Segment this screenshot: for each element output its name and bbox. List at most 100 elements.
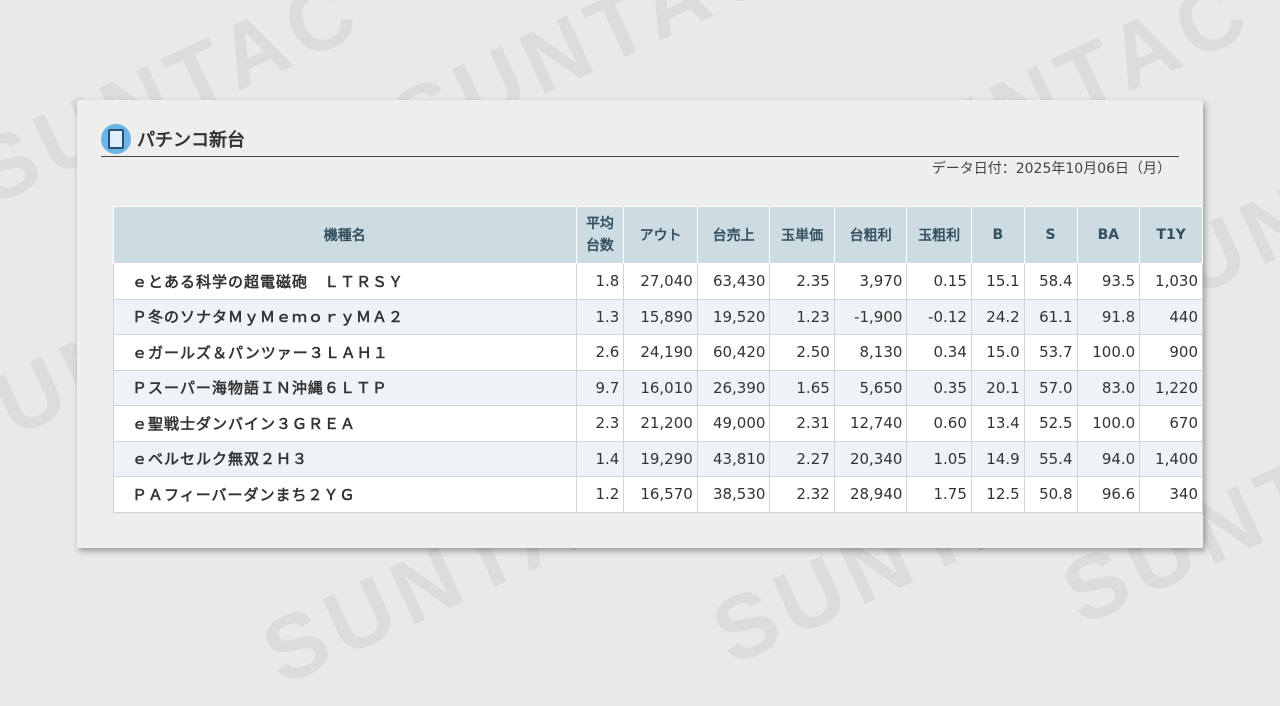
value-cell: 58.4 [1023,263,1078,300]
column-header[interactable]: T1Y [1139,206,1203,264]
value-cell: 16,570 [623,476,698,513]
column-header[interactable]: 玉単価 [769,206,835,264]
value-cell: 38,530 [696,476,771,513]
value-cell: 63,430 [696,263,771,300]
machine-name-cell[interactable]: ｅ聖戦士ダンバイン３ＧＲＥＡ [113,405,577,442]
value-cell: 0.60 [906,405,972,442]
value-cell: 1.75 [906,476,972,513]
value-cell: 1.8 [575,263,625,300]
value-cell: 28,940 [833,476,908,513]
value-cell: 1.23 [769,298,835,335]
value-cell: 13.4 [970,405,1025,442]
value-cell: 91.8 [1076,298,1141,335]
value-cell: 2.27 [769,440,835,477]
value-cell: 1,030 [1139,263,1203,300]
value-cell: 100.0 [1076,405,1141,442]
value-cell: 20,340 [833,440,908,477]
section-header: パチンコ新台 [101,122,1179,157]
table-row: ｅとある科学の超電磁砲 ＬＴＲＳＹ 1.8 27,040 63,430 2.35 3,97… [113,263,1203,300]
value-cell: 50.8 [1023,476,1078,513]
value-cell: 340 [1139,476,1203,513]
table-row: ｅ聖戦士ダンバイン３ＧＲＥＡ 2.3 21,200 49,000 2.31 12,740 0… [113,405,1203,442]
value-cell: 2.50 [769,334,835,371]
column-header[interactable]: BA [1076,206,1141,264]
machine-name-cell[interactable]: ＰＡフィーバーダンまち２ＹＧ [113,476,577,513]
data-date: データ日付：2025年10月06日（月） [931,161,1171,177]
value-cell: 26,390 [696,369,771,406]
value-cell: 100.0 [1076,334,1141,371]
column-header[interactable]: 台売上 [696,206,771,264]
value-cell: 2.31 [769,405,835,442]
value-cell: 1.4 [575,440,625,477]
value-cell: 83.0 [1076,369,1141,406]
value-cell: 12.5 [970,476,1025,513]
column-header[interactable]: S [1023,206,1078,264]
column-header[interactable]: アウト [623,206,698,264]
value-cell: 1.65 [769,369,835,406]
value-cell: 1.3 [575,298,625,335]
table-row: ＰＡフィーバーダンまち２ＹＧ 1.2 16,570 38,530 2.32 28,940 1… [113,476,1203,513]
pachinko-machine-icon [101,124,131,154]
machine-name-cell[interactable]: ｅベルセルク無双２Ｈ３ [113,440,577,477]
column-header[interactable]: 機種名 [113,206,577,264]
value-cell: 9.7 [575,369,625,406]
value-cell: 14.9 [970,440,1025,477]
value-cell: -1,900 [833,298,908,335]
table-row: ｅベルセルク無双２Ｈ３ 1.4 19,290 43,810 2.27 20,340 1.05… [113,440,1203,477]
value-cell: 19,520 [696,298,771,335]
value-cell: 0.35 [906,369,972,406]
machine-table: 機種名 平均台数 アウト 台売上 玉単価 台粗利 玉粗利 B S BA T1Y ｅとある科学の超電磁… [113,206,1203,513]
value-cell: 12,740 [833,405,908,442]
value-cell: 1,220 [1139,369,1203,406]
column-header[interactable]: 台粗利 [833,206,908,264]
value-cell: 55.4 [1023,440,1078,477]
value-cell: -0.12 [906,298,972,335]
value-cell: 15,890 [623,298,698,335]
value-cell: 15.1 [970,263,1025,300]
value-cell: 440 [1139,298,1203,335]
table-row: ｅガールズ＆パンツァー３ＬＡＨ１ 2.6 24,190 60,420 2.50 8,130… [113,334,1203,371]
value-cell: 1.05 [906,440,972,477]
machine-name-cell[interactable]: Ｐ冬のソナタＭｙＭｅｍｏｒｙＭＡ２ [113,298,577,335]
value-cell: 53.7 [1023,334,1078,371]
value-cell: 96.6 [1076,476,1141,513]
machine-name-cell[interactable]: ｅとある科学の超電磁砲 ＬＴＲＳＹ [113,263,577,300]
value-cell: 1.2 [575,476,625,513]
value-cell: 2.3 [575,405,625,442]
section-title: パチンコ新台 [137,130,245,151]
value-cell: 900 [1139,334,1203,371]
value-cell: 16,010 [623,369,698,406]
value-cell: 93.5 [1076,263,1141,300]
value-cell: 2.6 [575,334,625,371]
value-cell: 1,400 [1139,440,1203,477]
value-cell: 0.34 [906,334,972,371]
value-cell: 24,190 [623,334,698,371]
value-cell: 27,040 [623,263,698,300]
value-cell: 15.0 [970,334,1025,371]
value-cell: 19,290 [623,440,698,477]
value-cell: 2.35 [769,263,835,300]
value-cell: 52.5 [1023,405,1078,442]
column-header[interactable]: 玉粗利 [906,206,972,264]
value-cell: 0.15 [906,263,972,300]
value-cell: 49,000 [696,405,771,442]
value-cell: 57.0 [1023,369,1078,406]
value-cell: 61.1 [1023,298,1078,335]
machine-name-cell[interactable]: ｅガールズ＆パンツァー３ＬＡＨ１ [113,334,577,371]
column-header[interactable]: 平均台数 [575,206,625,264]
value-cell: 94.0 [1076,440,1141,477]
value-cell: 8,130 [833,334,908,371]
new-pachinko-panel: パチンコ新台 データ日付：2025年10月06日（月） 機種名 平均台数 アウト 台売… [77,100,1203,548]
value-cell: 20.1 [970,369,1025,406]
column-header[interactable]: B [970,206,1025,264]
value-cell: 2.32 [769,476,835,513]
value-cell: 24.2 [970,298,1025,335]
table-row: Ｐスーパー海物語ＩＮ沖縄６ＬＴＰ 9.7 16,010 26,390 1.65 5,650… [113,369,1203,406]
machine-name-cell[interactable]: Ｐスーパー海物語ＩＮ沖縄６ＬＴＰ [113,369,577,406]
value-cell: 43,810 [696,440,771,477]
value-cell: 3,970 [833,263,908,300]
value-cell: 670 [1139,405,1203,442]
table-row: Ｐ冬のソナタＭｙＭｅｍｏｒｙＭＡ２ 1.3 15,890 19,520 1.23 -1,9… [113,298,1203,335]
value-cell: 21,200 [623,405,698,442]
value-cell: 5,650 [833,369,908,406]
